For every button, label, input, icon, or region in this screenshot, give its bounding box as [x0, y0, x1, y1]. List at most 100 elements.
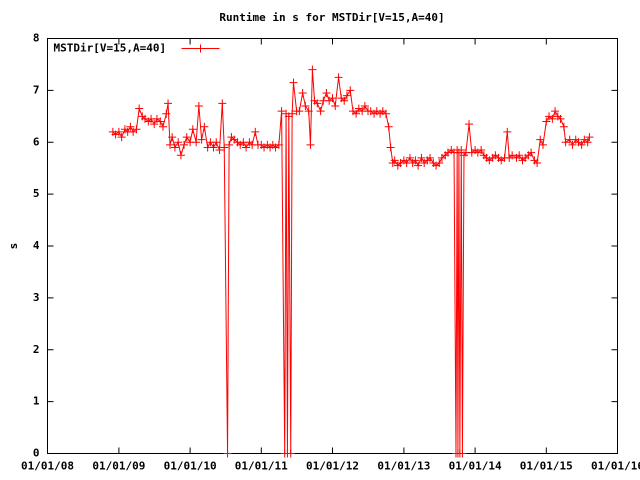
point-marker [360, 101, 369, 110]
point-marker [215, 146, 224, 155]
point-marker [561, 138, 570, 147]
point-marker [458, 449, 467, 458]
point-marker [223, 449, 232, 458]
point-marker [306, 140, 315, 149]
point-marker [313, 99, 322, 108]
point-marker [577, 140, 586, 149]
y-axis-label: s [7, 243, 20, 250]
point-marker [340, 96, 349, 105]
point-marker [328, 94, 337, 103]
point-marker [135, 104, 144, 113]
y-tick-label: 0 [33, 447, 40, 460]
point-marker [218, 99, 227, 108]
point-marker [414, 161, 423, 170]
point-marker [527, 148, 536, 157]
point-marker [457, 146, 466, 155]
point-marker [192, 138, 201, 147]
point-marker [197, 135, 206, 144]
y-tick-label: 5 [33, 187, 40, 200]
point-marker [132, 125, 141, 134]
point-marker [212, 138, 221, 147]
point-marker [304, 107, 313, 116]
point-marker [251, 127, 260, 136]
point-marker [334, 73, 343, 82]
point-marker [548, 114, 557, 123]
point-marker [286, 449, 295, 458]
point-marker [542, 117, 551, 126]
point-marker [536, 135, 545, 144]
point-marker [295, 107, 304, 116]
x-tick-label: 01/01/10 [164, 460, 217, 473]
point-marker [117, 133, 126, 142]
point-marker [538, 140, 547, 149]
point-marker [381, 109, 390, 118]
x-tick-label: 01/01/13 [377, 460, 430, 473]
point-marker [170, 143, 179, 152]
y-tick-label: 8 [33, 32, 40, 45]
point-marker [242, 143, 251, 152]
legend-marker [196, 44, 205, 53]
point-marker [331, 101, 340, 110]
point-marker [390, 156, 399, 165]
point-marker [583, 138, 592, 147]
point-marker [568, 140, 577, 149]
y-tick-label: 7 [33, 83, 40, 96]
point-marker [316, 107, 325, 116]
x-tick-label: 01/01/16 [591, 460, 640, 473]
point-marker [411, 156, 420, 165]
point-marker [384, 122, 393, 131]
point-marker [301, 101, 310, 110]
point-marker [533, 159, 542, 167]
point-marker [386, 143, 395, 152]
point-marker [164, 99, 173, 108]
y-tick-label: 4 [33, 239, 40, 252]
point-marker [559, 122, 568, 131]
x-tick-label: 01/01/11 [235, 460, 288, 473]
point-marker [150, 120, 159, 129]
point-marker [556, 114, 565, 123]
point-marker [274, 140, 283, 149]
x-tick-label: 01/01/14 [449, 460, 502, 473]
point-marker [346, 86, 355, 95]
point-marker [426, 153, 435, 162]
point-marker [162, 109, 171, 118]
point-marker [126, 122, 135, 131]
point-marker [158, 122, 167, 131]
point-marker [168, 133, 177, 142]
point-marker [308, 65, 317, 74]
point-marker [194, 101, 203, 110]
point-marker [322, 88, 331, 97]
point-marker [342, 91, 351, 100]
point-marker [289, 78, 298, 87]
point-marker [503, 127, 512, 136]
x-tick-label: 01/01/09 [92, 460, 145, 473]
point-marker [277, 107, 286, 116]
point-marker [417, 153, 426, 162]
series-line [112, 69, 590, 454]
x-tick-label: 01/01/15 [520, 460, 573, 473]
point-marker [180, 140, 189, 149]
point-marker [166, 140, 175, 149]
x-tick-label: 01/01/08 [21, 460, 74, 473]
point-marker [435, 159, 444, 167]
point-marker [220, 143, 229, 152]
x-tick-label: 01/01/12 [306, 460, 359, 473]
point-marker [477, 146, 486, 155]
point-marker [188, 125, 197, 134]
point-marker [156, 117, 165, 126]
point-marker [288, 109, 297, 118]
point-marker [200, 122, 209, 131]
y-tick-label: 1 [33, 395, 40, 408]
point-marker [585, 133, 594, 142]
legend-label: MSTDir[V=15,A=40] [54, 42, 167, 55]
point-marker [209, 143, 218, 152]
point-marker [176, 151, 185, 160]
point-marker [551, 107, 560, 116]
y-tick-label: 3 [33, 291, 40, 304]
point-marker [174, 138, 183, 147]
point-marker [352, 109, 361, 118]
point-marker [182, 133, 191, 142]
point-marker [298, 88, 307, 97]
point-marker [465, 120, 474, 129]
